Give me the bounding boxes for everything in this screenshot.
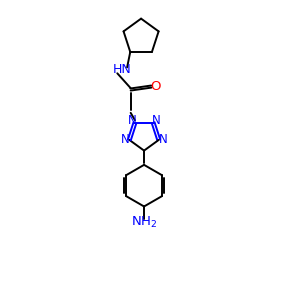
Text: N: N: [158, 134, 167, 146]
Text: N: N: [121, 134, 130, 146]
Text: N: N: [152, 114, 161, 127]
Text: NH$_2$: NH$_2$: [131, 215, 157, 230]
Text: N: N: [128, 114, 136, 127]
Text: O: O: [150, 80, 160, 94]
Text: HN: HN: [112, 63, 131, 76]
